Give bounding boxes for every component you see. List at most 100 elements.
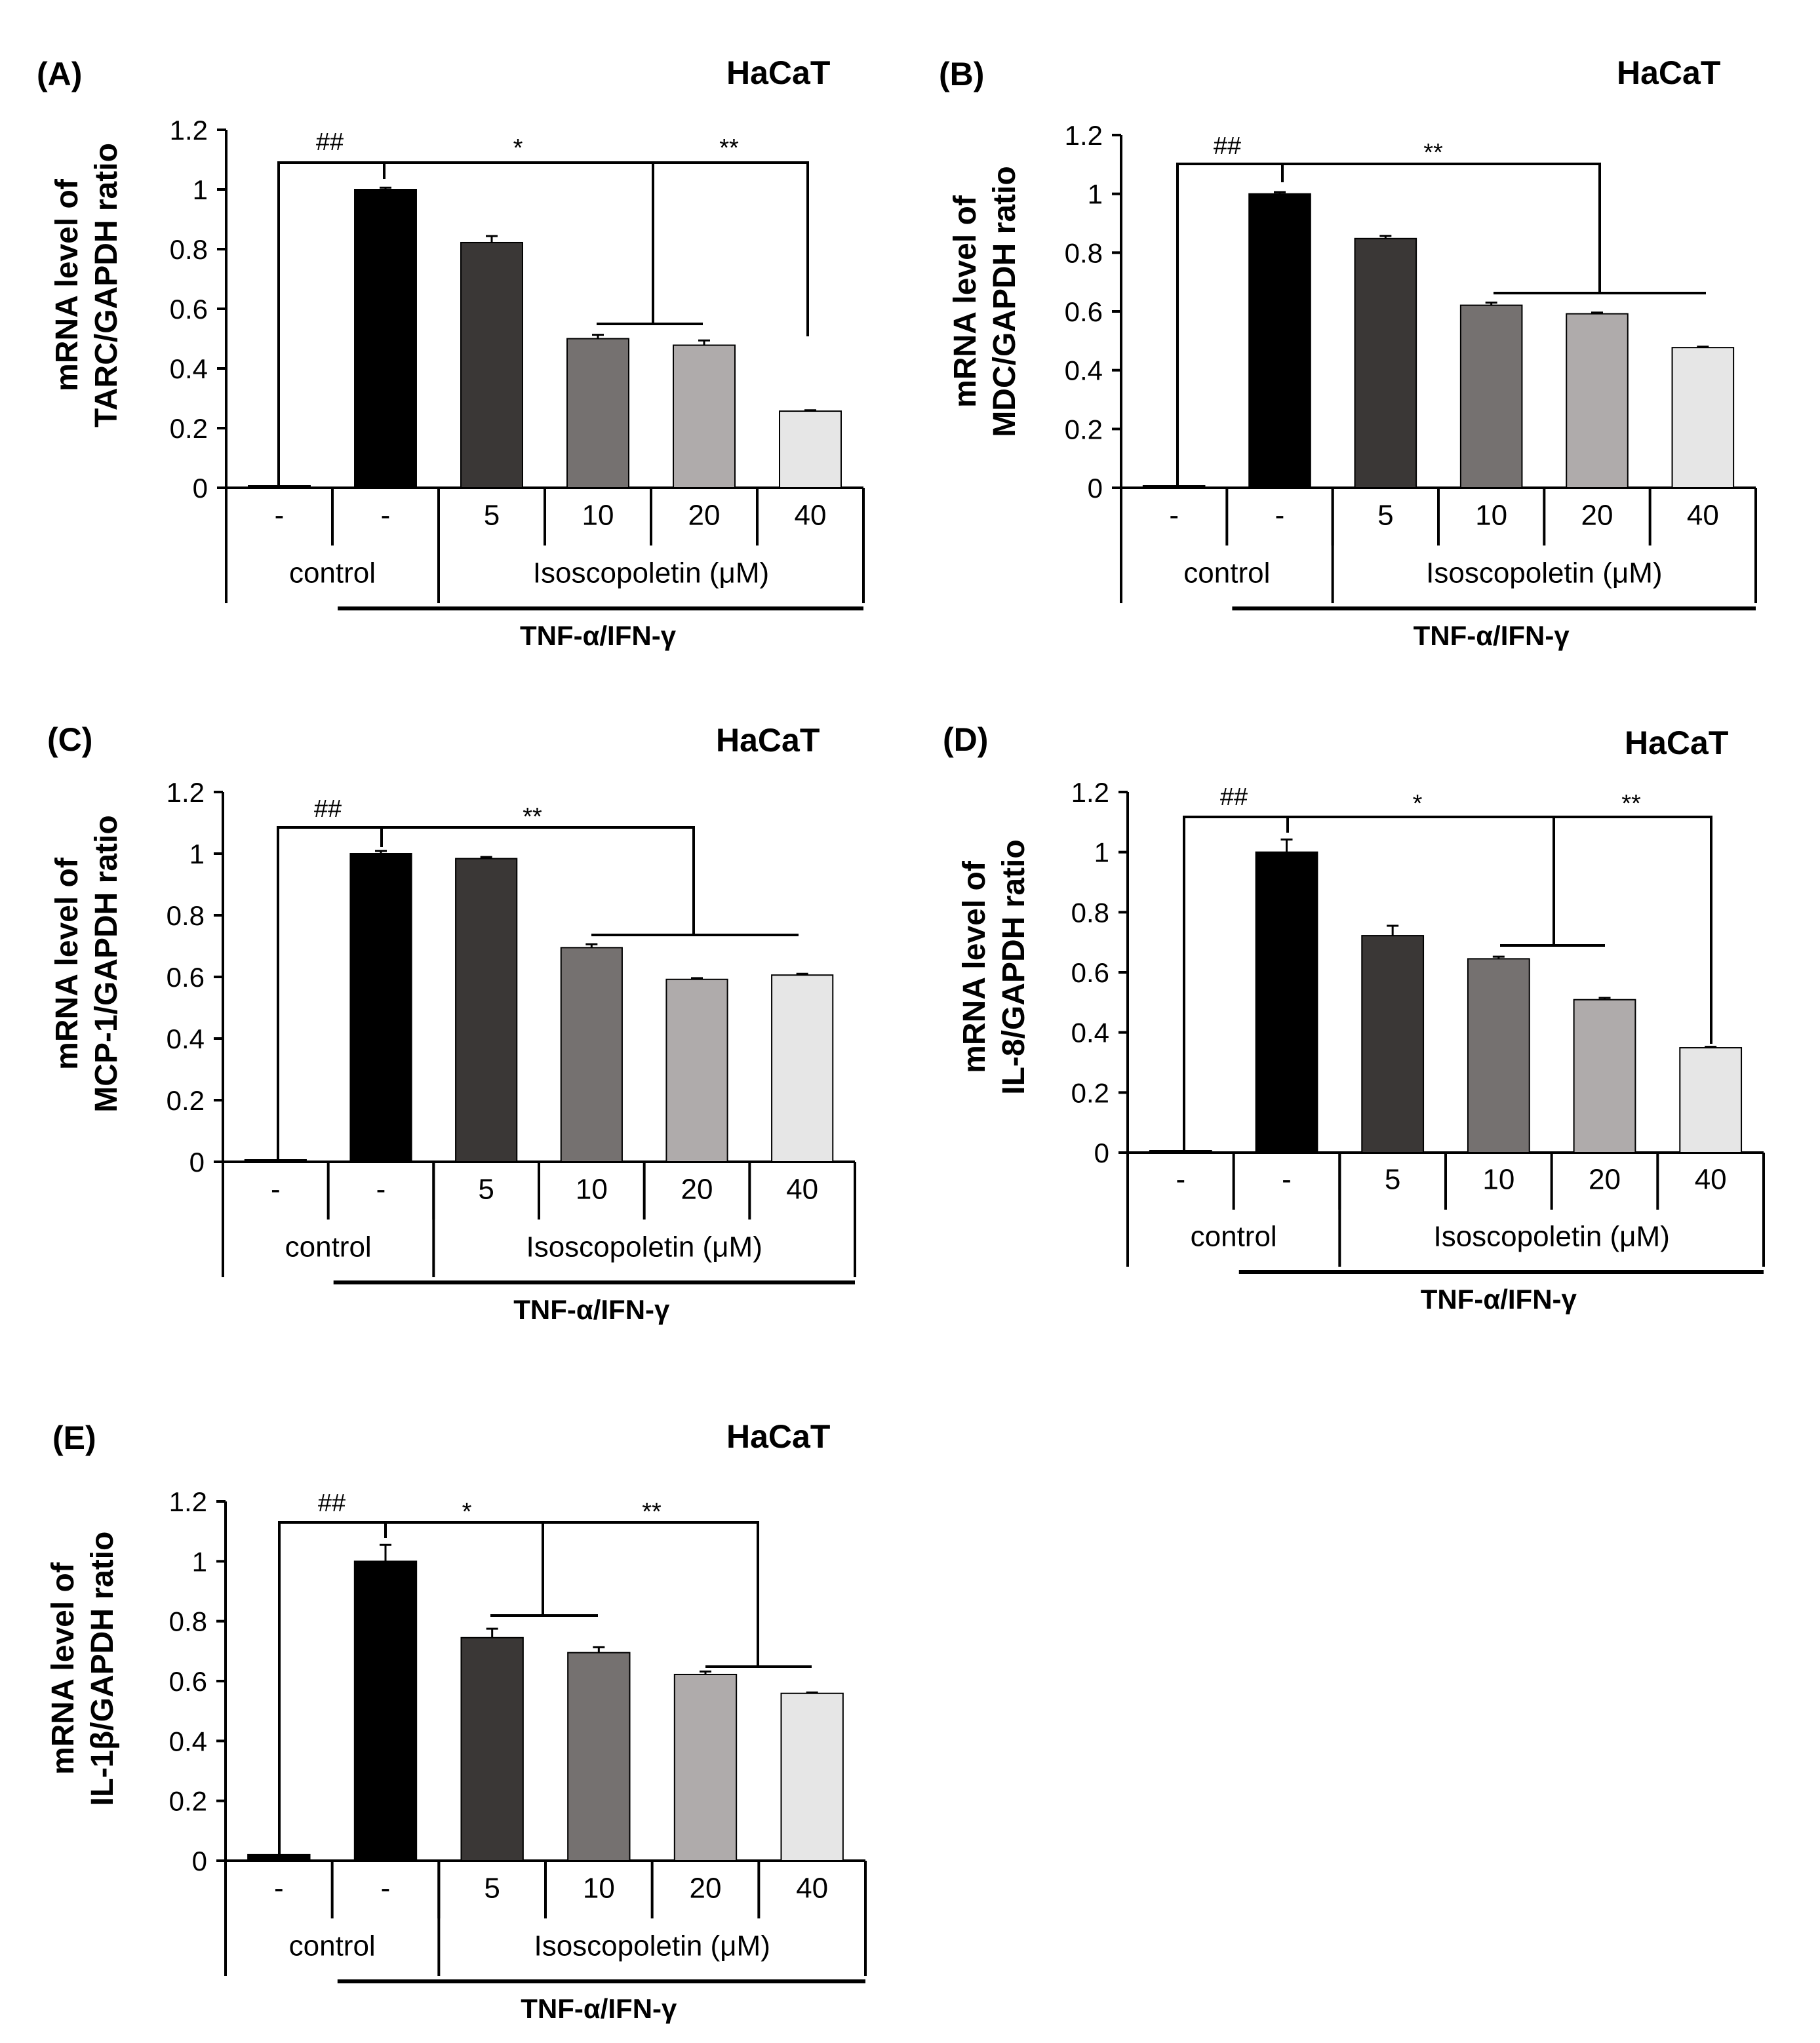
bar: [665, 978, 728, 1162]
y-tick-label: 0.2: [167, 1085, 205, 1116]
y-tick-label: 0.6: [1071, 957, 1109, 988]
x-tick-label: 40: [1695, 1164, 1727, 1196]
y-tick-label: 1: [193, 174, 208, 205]
bar: [460, 241, 523, 488]
group-label-treatment: Isoscopoletin (μM): [533, 557, 769, 589]
bar: [567, 1652, 631, 1862]
panel-c: (C) HaCaT mRNA level of MCP-1/GAPDH rati…: [47, 721, 856, 1325]
y-tick-label: 0.4: [167, 1023, 205, 1054]
y-axis-label: MDC/GAPDH ratio: [987, 166, 1022, 437]
x-tick-label: -: [1176, 1164, 1186, 1196]
x-tick-label: -: [1169, 499, 1179, 531]
significance-mark: ##: [1214, 132, 1241, 160]
y-axis-label: IL-1β/GAPDH ratio: [85, 1532, 120, 1806]
significance-mark: *: [462, 1498, 472, 1526]
bar: [1248, 193, 1311, 488]
y-axis-label: mRNA level of: [957, 860, 992, 1073]
y-tick-label: 1.2: [1071, 777, 1109, 808]
bar: [1679, 1047, 1743, 1153]
cell-line-title: HaCaT: [726, 1418, 830, 1455]
y-tick-label: 1: [1088, 179, 1103, 210]
bar: [1354, 237, 1417, 488]
group-label-control: control: [1183, 557, 1270, 589]
plot-area: ## ** 0 0.2 0.4 0.6 0.8 1 1.2 - - 5 10 20 40 control I…: [1065, 120, 1757, 651]
significance-mark: **: [719, 134, 739, 162]
plot-area: ## * ** 00.20.40.60.811.2- -5 10 20 40contro…: [170, 115, 865, 651]
y-tick-label: 0.4: [1065, 355, 1103, 386]
x-tick-label: -: [1275, 499, 1285, 531]
bar: [1467, 958, 1530, 1153]
group-label-treatment: Isoscopoletin (μM): [1433, 1221, 1669, 1253]
x-tick-label: 5: [484, 499, 500, 531]
y-tick-label: 0.8: [170, 234, 208, 265]
group-label-treatment: Isoscopoletin (μM): [526, 1231, 762, 1263]
y-axis-label: TARC/GAPDH ratio: [89, 143, 124, 427]
x-tick-label: 40: [1687, 499, 1719, 531]
significance-bracket: [278, 1521, 812, 1861]
bar: [1149, 1150, 1212, 1153]
x-tick-label: 20: [1589, 1164, 1621, 1196]
y-tick-label: 0.2: [1071, 1077, 1109, 1108]
y-tick-label: 0: [1094, 1138, 1109, 1168]
cell-line-title: HaCaT: [1617, 54, 1720, 91]
y-axis-label: mRNA level of: [948, 195, 983, 408]
y-tick-label: 0: [1088, 473, 1103, 504]
cell-line-title: HaCaT: [716, 722, 820, 759]
y-axis-label: MCP-1/GAPDH ratio: [89, 815, 124, 1112]
x-tick-label: 5: [1385, 1164, 1400, 1196]
group-label-control: control: [285, 1231, 372, 1263]
bar: [566, 338, 629, 488]
bar: [248, 485, 311, 488]
bar: [244, 1159, 307, 1162]
bar: [1671, 347, 1735, 489]
x-tick-label: 10: [1475, 499, 1507, 531]
significance-bracket: [277, 826, 799, 1162]
cell-line-title: HaCaT: [726, 54, 830, 91]
y-tick-label: 0.4: [169, 1726, 207, 1756]
x-tick-label: 10: [583, 1872, 615, 1904]
y-tick-label: 0: [192, 1846, 207, 1876]
panel-a: (A) HaCaT mRNA level of TARC/GAPDH ratio…: [37, 54, 865, 651]
y-tick-label: 0.4: [170, 353, 208, 384]
x-tick-label: 10: [576, 1173, 608, 1205]
x-tick-label: 5: [1377, 499, 1393, 531]
x-tick-label: -: [376, 1173, 386, 1205]
bar: [460, 1636, 524, 1862]
y-tick-label: 1: [192, 1546, 207, 1577]
y-tick-label: 0.8: [169, 1606, 207, 1637]
significance-mark: **: [1621, 790, 1641, 818]
bar: [1255, 851, 1318, 1153]
significance-mark: ##: [1220, 783, 1248, 811]
x-tick-label: 5: [484, 1872, 500, 1904]
x-tick-label: 20: [688, 499, 721, 531]
stimulus-label: TNF-α/IFN-γ: [513, 1294, 670, 1325]
bar: [455, 858, 518, 1163]
stimulus-label: TNF-α/IFN-γ: [521, 1993, 677, 2024]
panel-label: (A): [37, 56, 82, 92]
bar: [1361, 935, 1425, 1154]
y-tick-label: 0.6: [169, 1666, 207, 1697]
y-axis-label: mRNA level of: [46, 1562, 81, 1775]
y-axis-label: mRNA level of: [50, 178, 85, 391]
stimulus-label: TNF-α/IFN-γ: [1421, 1284, 1577, 1315]
panel-label: (D): [943, 721, 988, 758]
y-tick-label: 1.2: [167, 777, 205, 808]
y-tick-label: 0.2: [169, 1786, 207, 1817]
y-tick-label: 0: [189, 1147, 205, 1178]
x-tick-label: 40: [795, 499, 827, 531]
x-tick-label: -: [274, 1872, 284, 1904]
bar: [349, 853, 412, 1162]
plot-area: ## * ** 00.20.40.60.811.2- -5 10 20 40contro…: [169, 1486, 867, 2024]
y-tick-label: 0.8: [167, 900, 205, 931]
panel-e: (E) HaCaT mRNA level of IL-1β/GAPDH rati…: [46, 1418, 867, 2024]
panel-d: (D) HaCaT mRNA level of IL-8/GAPDH ratio…: [943, 721, 1765, 1315]
significance-mark: ##: [318, 1490, 346, 1517]
y-tick-label: 0.4: [1071, 1018, 1109, 1048]
group-label-control: control: [1191, 1221, 1277, 1253]
significance-mark: *: [513, 134, 523, 162]
y-tick-label: 1.2: [170, 115, 208, 146]
panel-label: (E): [52, 1419, 96, 1456]
significance-mark: ##: [316, 129, 344, 156]
stimulus-label: TNF-α/IFN-γ: [1414, 620, 1570, 651]
